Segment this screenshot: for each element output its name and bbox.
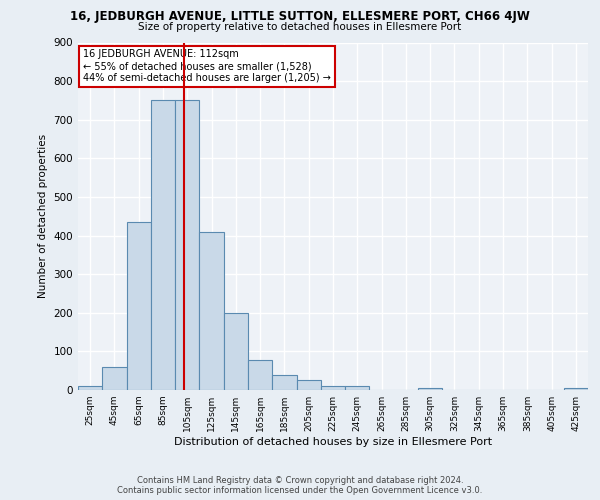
Bar xyxy=(272,374,296,390)
Bar xyxy=(151,100,175,390)
Bar xyxy=(345,386,370,390)
Y-axis label: Number of detached properties: Number of detached properties xyxy=(38,134,48,298)
Bar xyxy=(418,388,442,390)
X-axis label: Distribution of detached houses by size in Ellesmere Port: Distribution of detached houses by size … xyxy=(174,437,492,447)
Bar xyxy=(564,388,588,390)
Bar xyxy=(296,380,321,390)
Text: Contains HM Land Registry data © Crown copyright and database right 2024.
Contai: Contains HM Land Registry data © Crown c… xyxy=(118,476,482,495)
Bar xyxy=(102,367,127,390)
Bar xyxy=(321,386,345,390)
Bar xyxy=(78,386,102,390)
Bar xyxy=(248,360,272,390)
Bar xyxy=(199,232,224,390)
Text: 16, JEDBURGH AVENUE, LITTLE SUTTON, ELLESMERE PORT, CH66 4JW: 16, JEDBURGH AVENUE, LITTLE SUTTON, ELLE… xyxy=(70,10,530,23)
Text: 16 JEDBURGH AVENUE: 112sqm
← 55% of detached houses are smaller (1,528)
44% of s: 16 JEDBURGH AVENUE: 112sqm ← 55% of deta… xyxy=(83,50,331,82)
Bar xyxy=(127,222,151,390)
Bar xyxy=(175,100,199,390)
Bar xyxy=(224,313,248,390)
Text: Size of property relative to detached houses in Ellesmere Port: Size of property relative to detached ho… xyxy=(139,22,461,32)
